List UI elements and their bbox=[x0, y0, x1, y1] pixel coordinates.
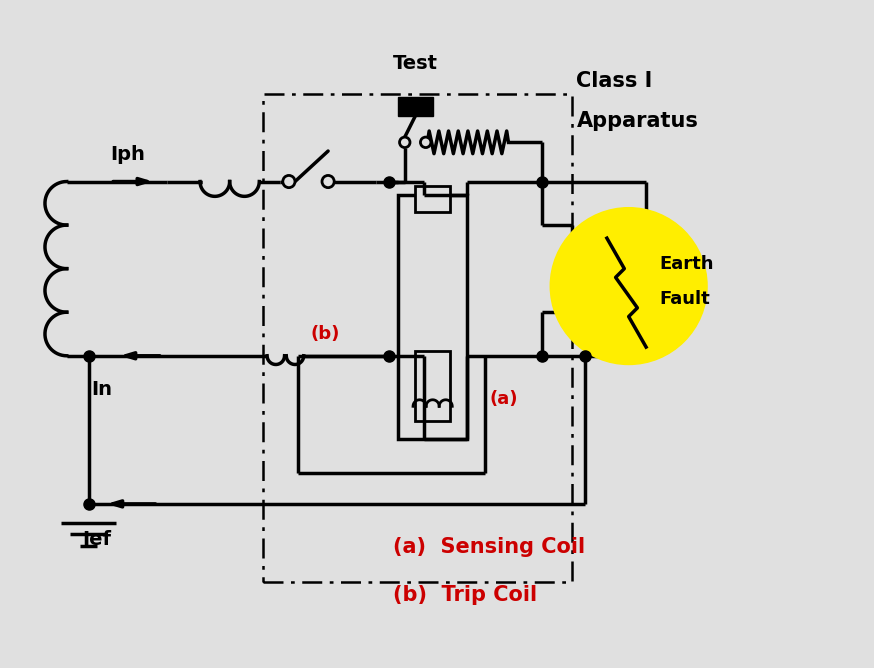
Text: (b)  Trip Coil: (b) Trip Coil bbox=[393, 585, 538, 605]
Text: Iph: Iph bbox=[110, 145, 145, 164]
Text: (b): (b) bbox=[310, 325, 340, 343]
Text: Fault: Fault bbox=[659, 290, 710, 308]
Bar bbox=[263, 94, 572, 582]
Text: Test: Test bbox=[392, 53, 438, 73]
Circle shape bbox=[420, 137, 431, 148]
Text: Apparatus: Apparatus bbox=[576, 110, 698, 130]
Circle shape bbox=[399, 137, 410, 148]
Circle shape bbox=[322, 176, 334, 188]
Bar bbox=[415, 351, 450, 421]
Text: Earth: Earth bbox=[659, 255, 714, 273]
Text: (a)  Sensing Coil: (a) Sensing Coil bbox=[393, 538, 586, 558]
Bar bbox=[415, 186, 450, 212]
Circle shape bbox=[551, 208, 707, 365]
Bar bbox=[398, 97, 433, 116]
Text: Class I: Class I bbox=[576, 71, 653, 92]
Text: Ief: Ief bbox=[83, 530, 112, 549]
Text: In: In bbox=[91, 380, 112, 399]
Text: (a): (a) bbox=[489, 390, 517, 408]
Bar bbox=[398, 194, 468, 439]
Circle shape bbox=[283, 176, 295, 188]
